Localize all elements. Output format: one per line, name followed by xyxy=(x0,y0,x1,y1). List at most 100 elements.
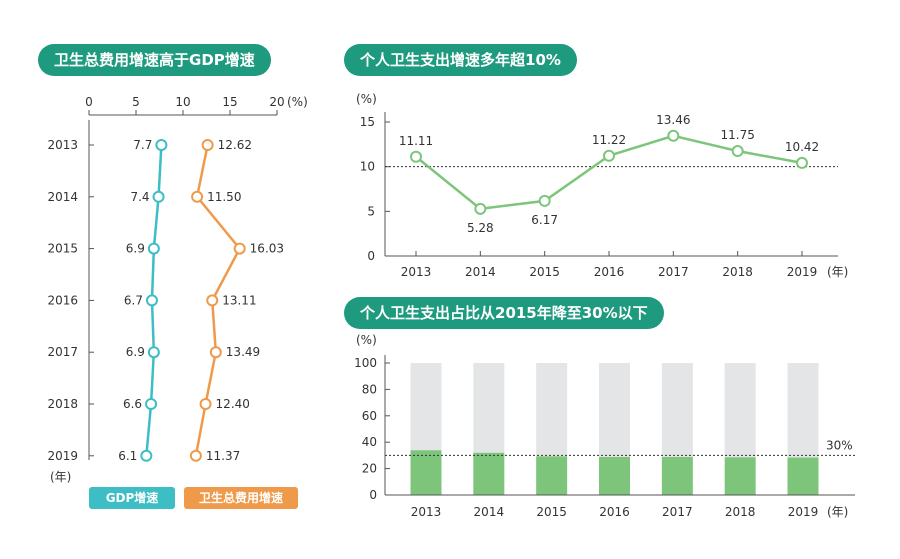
bar-x-tick-label: 2014 xyxy=(474,505,505,519)
bar-remainder xyxy=(787,363,819,458)
line-x-unit: (年) xyxy=(827,265,848,279)
health-point xyxy=(199,398,212,410)
personal-growth-point xyxy=(667,129,680,142)
bar-x-tick-label: 2019 xyxy=(788,505,819,519)
line-x-tick-label: 2019 xyxy=(787,265,818,279)
gdp-point xyxy=(152,190,165,203)
personal-growth-label: 6.17 xyxy=(531,213,558,227)
line-x-tick-label: 2018 xyxy=(722,265,753,279)
right-bar-chart: (%) 2013 2014 2015 2016 2017 2018 2019 0 20 40 60 80… xyxy=(354,333,855,519)
bar-y-tick-label: 0 xyxy=(369,488,377,502)
health-data-label: 16.03 xyxy=(250,242,284,256)
personal-growth-point xyxy=(474,202,487,215)
line-y-tick-label: 5 xyxy=(367,204,375,218)
line-x-tick-label: 2017 xyxy=(658,265,689,279)
bar-y-tick-label: 100 xyxy=(354,356,377,370)
gdp-data-label: 7.7 xyxy=(133,138,152,152)
bar-personal-share xyxy=(787,457,819,495)
left-chart: 0 5 10 15 20 (%) 2013 2014 2015 2016 2017 2018 2019 (… xyxy=(47,95,307,484)
health-data-label: 12.40 xyxy=(216,397,250,411)
top-axis-tick-label: 15 xyxy=(222,95,237,109)
health-data-label: 11.50 xyxy=(207,190,241,204)
health-point xyxy=(209,346,222,359)
health-point xyxy=(189,449,202,462)
bar-y-unit: (%) xyxy=(356,333,377,347)
personal-growth-point xyxy=(410,150,422,163)
bar-reference-label: 30% xyxy=(826,438,853,452)
year-label: 2018 xyxy=(47,397,78,411)
health-data-label: 12.62 xyxy=(218,138,252,152)
gdp-data-label: 6.7 xyxy=(124,293,143,307)
right-line-chart: (%) 0 5 10 15 2013 2014 2015 2016 2017 2018 2019 (年)… xyxy=(356,92,848,279)
bar-remainder xyxy=(599,363,630,457)
health-point xyxy=(233,242,246,255)
bar-remainder xyxy=(661,363,693,457)
health-point xyxy=(201,139,214,151)
line-y-unit: (%) xyxy=(356,92,377,106)
left-axis-unit: (%) xyxy=(287,95,308,109)
bar-personal-share xyxy=(599,456,630,495)
personal-growth-point xyxy=(603,149,615,162)
gdp-data-label: 6.9 xyxy=(126,242,145,256)
gdp-point xyxy=(155,139,168,151)
top-axis-tick-label: 10 xyxy=(175,95,190,109)
left-year-unit: (年) xyxy=(50,470,71,484)
left-chart-title: 卫生总费用增速高于GDP增速 xyxy=(38,44,271,76)
line-x-tick-label: 2016 xyxy=(594,265,625,279)
bar-x-tick-label: 2015 xyxy=(536,505,567,519)
bar-y-tick-label: 40 xyxy=(362,435,377,449)
personal-growth-label: 5.28 xyxy=(467,221,494,235)
bar-personal-share xyxy=(536,456,568,495)
year-label: 2017 xyxy=(47,345,78,359)
bar-remainder xyxy=(536,363,568,457)
gdp-point xyxy=(145,294,158,307)
bar-y-tick-label: 80 xyxy=(362,382,377,396)
bar-x-unit: (年) xyxy=(827,505,848,519)
legend-health-expenditure: 卫生总费用增速 xyxy=(184,487,298,509)
bar-remainder xyxy=(410,363,442,451)
year-label: 2016 xyxy=(47,293,78,307)
bar-x-tick-label: 2018 xyxy=(725,505,756,519)
bar-personal-share xyxy=(410,450,442,495)
personal-growth-point xyxy=(731,145,744,158)
gdp-point xyxy=(147,346,160,359)
line-y-tick-label: 15 xyxy=(360,115,375,129)
year-label: 2015 xyxy=(47,242,78,256)
personal-growth-label: 10.42 xyxy=(785,140,819,154)
gdp-point xyxy=(145,398,158,410)
personal-growth-label: 11.75 xyxy=(720,128,754,142)
bar-chart-title: 个人卫生支出占比从2015年降至30%以下 xyxy=(344,297,664,329)
bar-remainder xyxy=(473,363,505,453)
gdp-point xyxy=(140,449,153,462)
top-axis-tick-label: 5 xyxy=(132,95,140,109)
line-chart-title: 个人卫生支出增速多年超10% xyxy=(344,44,577,76)
gdp-point xyxy=(147,242,160,255)
year-label: 2014 xyxy=(47,190,78,204)
health-point xyxy=(191,190,204,203)
line-x-tick-label: 2015 xyxy=(529,265,560,279)
bar-y-tick-label: 60 xyxy=(362,409,377,423)
gdp-data-label: 6.1 xyxy=(118,449,137,463)
bar-personal-share xyxy=(473,452,505,495)
year-label: 2013 xyxy=(47,138,78,152)
bar-y-tick-label: 20 xyxy=(362,462,377,476)
gdp-data-label: 6.6 xyxy=(123,397,142,411)
line-y-tick-label: 0 xyxy=(367,249,375,263)
top-axis-tick-label: 20 xyxy=(269,95,284,109)
bar-remainder xyxy=(724,363,756,458)
health-point xyxy=(206,294,219,307)
personal-growth-label: 11.11 xyxy=(399,134,433,148)
personal-growth-point xyxy=(796,156,808,169)
bar-x-tick-label: 2016 xyxy=(599,505,630,519)
legend-gdp: GDP增速 xyxy=(89,487,175,509)
line-y-tick-label: 10 xyxy=(360,160,375,174)
line-x-tick-label: 2013 xyxy=(401,265,432,279)
bar-personal-share xyxy=(724,457,756,495)
health-data-label: 13.11 xyxy=(222,293,256,307)
gdp-data-label: 7.4 xyxy=(130,190,149,204)
personal-growth-label: 13.46 xyxy=(656,113,690,127)
bar-x-tick-label: 2013 xyxy=(411,505,442,519)
health-data-label: 13.49 xyxy=(226,345,260,359)
year-label: 2019 xyxy=(47,449,78,463)
bar-x-tick-label: 2017 xyxy=(662,505,693,519)
